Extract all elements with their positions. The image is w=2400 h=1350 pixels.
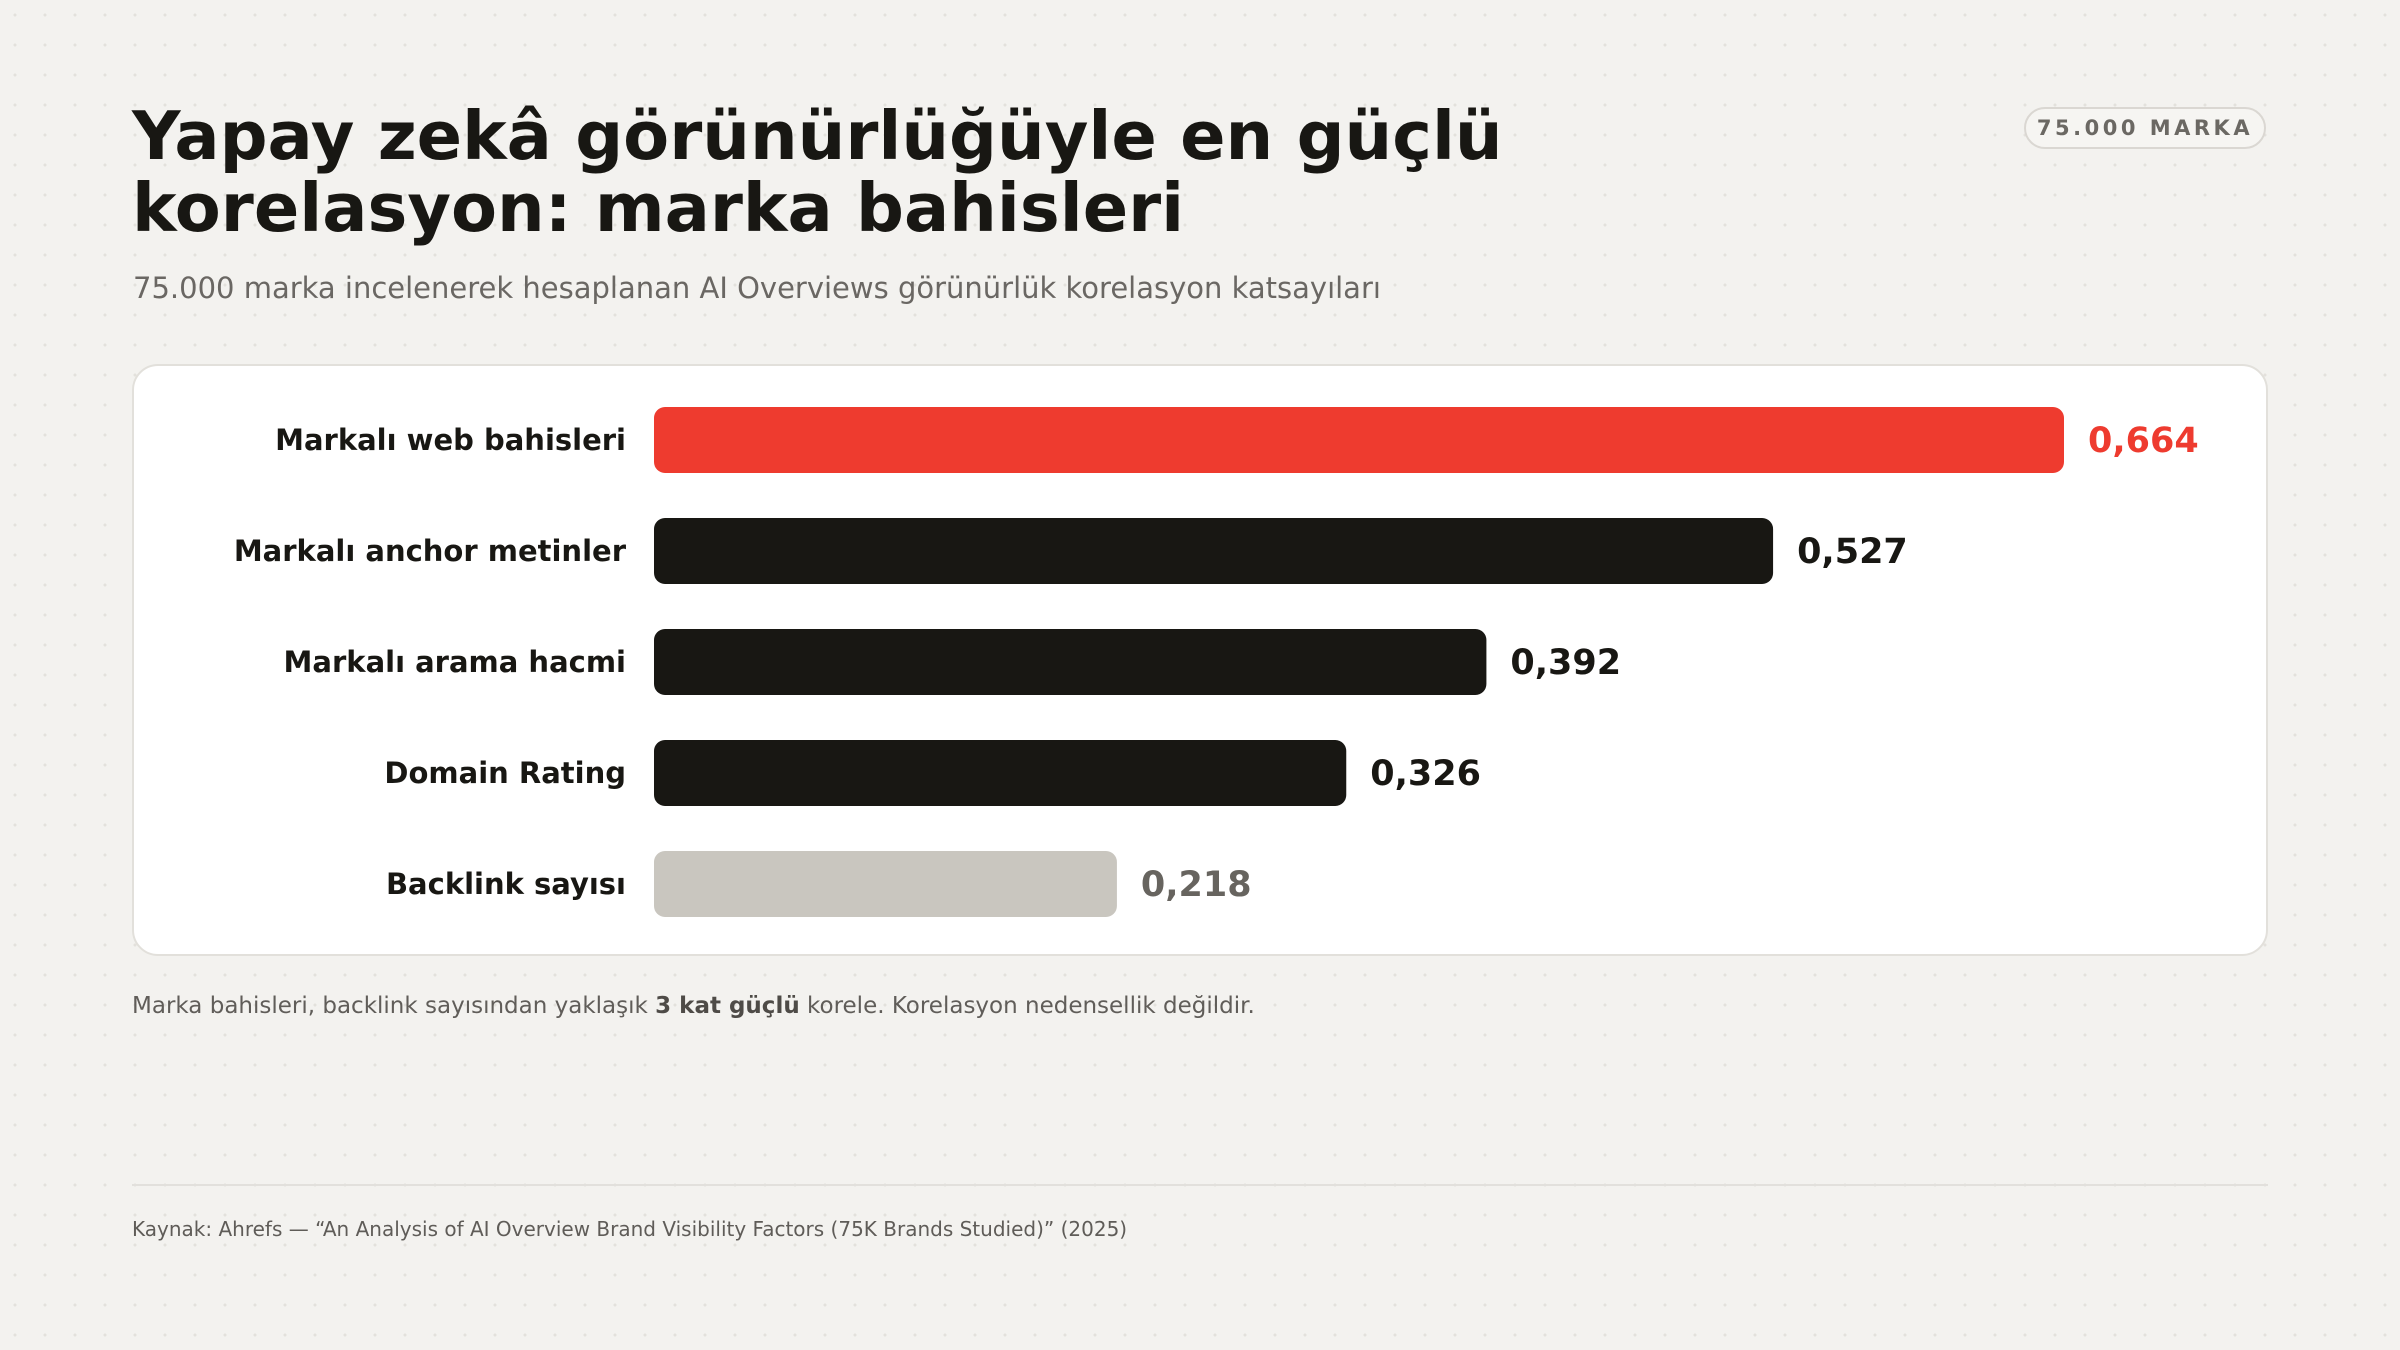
category-label-markali-anchor-metinler: Markalı anchor metinler bbox=[234, 534, 627, 568]
bar-markali-arama-hacmi bbox=[654, 629, 1487, 695]
value-label-markali-arama-hacmi: 0,392 bbox=[1510, 643, 1621, 683]
bar-domain-rating bbox=[654, 740, 1347, 806]
bar-markali-web-bahisleri bbox=[654, 407, 2064, 473]
category-label-markali-web-bahisleri: Markalı web bahisleri bbox=[275, 423, 626, 457]
bar-backlink-sayisi bbox=[654, 851, 1117, 917]
chart-title-line-1: Yapay zekâ görünürlüğüyle en güçlü bbox=[132, 97, 1503, 175]
chart-title-line-2: korelasyon: marka bahisleri bbox=[132, 169, 1185, 247]
category-label-domain-rating: Domain Rating bbox=[384, 756, 626, 790]
footer-divider bbox=[132, 1184, 2268, 1186]
chart-title: Yapay zekâ görünürlüğüyle en güçlü korel… bbox=[132, 100, 1832, 244]
value-label-backlink-sayisi: 0,218 bbox=[1141, 865, 1252, 905]
source-citation: Kaynak: Ahrefs — “An Analysis of AI Over… bbox=[132, 1217, 1128, 1241]
value-label-domain-rating: 0,326 bbox=[1370, 754, 1481, 794]
category-label-backlink-sayisi: Backlink sayısı bbox=[386, 867, 626, 901]
category-label-markali-arama-hacmi: Markalı arama hacmi bbox=[284, 645, 626, 679]
chart-note: Marka bahisleri, backlink sayısından yak… bbox=[132, 993, 1255, 1019]
chart-subtitle: 75.000 marka incelenerek hesaplanan AI O… bbox=[133, 271, 1381, 305]
value-label-markali-anchor-metinler: 0,527 bbox=[1797, 532, 1908, 572]
value-label-markali-web-bahisleri: 0,664 bbox=[2088, 421, 2199, 461]
note-emphasis: 3 kat güçlü bbox=[655, 993, 800, 1019]
bar-markali-anchor-metinler bbox=[654, 518, 1774, 584]
bar-chart: Markalı web bahisleri 0,664 Markalı anchor… bbox=[234, 407, 2199, 917]
note-text-start: Marka bahisleri, backlink sayısından yak… bbox=[132, 993, 656, 1019]
chart-card: Markalı web bahisleri 0,664 Markalı anchor… bbox=[132, 364, 2268, 956]
note-text-end: korele. Korelasyon nedensellik değildir. bbox=[799, 993, 1255, 1019]
sample-size-badge: 75.000 MARKA bbox=[2024, 107, 2266, 149]
